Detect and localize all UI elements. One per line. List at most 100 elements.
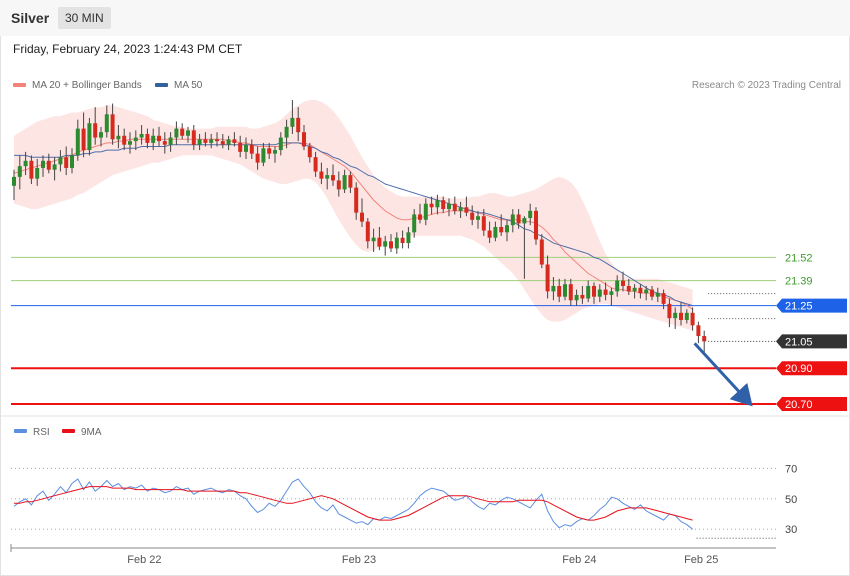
candle-body — [220, 141, 225, 145]
candle-body — [551, 285, 556, 292]
candle-body — [406, 232, 411, 244]
candle — [244, 137, 248, 160]
candle-body — [110, 114, 115, 140]
candle — [545, 255, 550, 299]
candle — [348, 171, 353, 193]
candle — [464, 196, 469, 217]
level-21-25-tag — [776, 298, 847, 313]
candle — [539, 234, 544, 269]
candle — [638, 284, 643, 299]
candle — [162, 132, 167, 154]
candle-body — [58, 157, 63, 165]
candle-body — [70, 155, 74, 168]
candle-body — [429, 203, 434, 208]
candle — [510, 209, 515, 233]
candle-body — [99, 132, 103, 138]
candle — [278, 132, 283, 156]
candle — [267, 142, 272, 160]
candle — [220, 133, 225, 149]
candle-body — [168, 137, 173, 145]
candle-body — [354, 187, 359, 213]
candle — [452, 196, 457, 215]
candle — [75, 119, 80, 161]
candle-body — [319, 171, 324, 179]
candle-body — [81, 128, 86, 151]
candle-body — [661, 293, 666, 304]
candle-body — [23, 160, 28, 167]
candle — [441, 196, 446, 213]
candle — [365, 218, 370, 249]
candle-body — [673, 312, 678, 319]
candle-body — [452, 203, 457, 211]
candle-body — [563, 284, 567, 297]
candle-body — [342, 175, 347, 190]
candle — [307, 142, 312, 163]
candle — [371, 228, 376, 252]
candle — [551, 277, 556, 301]
candle — [336, 171, 341, 197]
rsi-tick-70: 70 — [785, 463, 797, 475]
candle-body — [64, 157, 69, 168]
legend-label-ma50: MA 50 — [174, 80, 203, 91]
candle-body — [702, 336, 707, 342]
candle — [621, 271, 625, 292]
timeframe-button[interactable]: 30 MIN — [58, 7, 111, 29]
candle-body — [41, 160, 45, 168]
candle — [528, 203, 533, 226]
candle-body — [261, 148, 266, 163]
rsi-tick-50: 50 — [785, 494, 797, 506]
candle — [487, 221, 492, 244]
candle-body — [278, 137, 283, 151]
candle-body — [394, 237, 399, 249]
candle-body — [180, 128, 185, 136]
legend-swatch-ma50 — [155, 83, 168, 88]
candle-body — [331, 175, 335, 181]
candle — [145, 128, 150, 149]
legend-ma20-bollinger: MA 20 + Bollinger Bands — [13, 80, 142, 91]
candle — [249, 139, 254, 160]
candle — [580, 285, 585, 304]
candle — [592, 282, 596, 304]
candle — [557, 278, 562, 303]
candle — [99, 126, 103, 147]
legend-ma50: MA 50 — [155, 80, 202, 91]
candle — [128, 132, 132, 154]
candle — [354, 182, 359, 220]
candle — [615, 275, 620, 297]
candle — [493, 221, 498, 242]
candle-body — [481, 216, 486, 231]
candle-body — [307, 146, 312, 158]
candle-body — [284, 126, 289, 138]
candle-body — [539, 239, 544, 265]
candle-body — [621, 280, 625, 286]
candle — [400, 230, 405, 249]
legend-swatch-ma20 — [13, 83, 26, 88]
candle — [609, 287, 614, 306]
candle-body — [441, 200, 446, 210]
candle — [586, 280, 591, 303]
candle-body — [574, 294, 579, 301]
candle — [673, 307, 678, 329]
candle — [684, 309, 689, 324]
candle — [273, 146, 277, 163]
candle-body — [336, 180, 341, 190]
candle-body — [116, 135, 121, 140]
candle — [87, 117, 92, 156]
candle — [429, 196, 434, 215]
candle — [261, 142, 266, 167]
symbol-title: Silver — [11, 10, 50, 26]
candle-body — [139, 133, 144, 138]
candle — [360, 198, 364, 227]
ma50-line — [14, 142, 693, 307]
candle — [168, 132, 173, 152]
candle — [597, 284, 602, 303]
candle-body — [203, 139, 208, 143]
candle — [406, 226, 411, 249]
candle-body — [522, 218, 527, 224]
candle-body — [348, 175, 353, 188]
candle — [296, 107, 301, 142]
candle-body — [238, 142, 243, 152]
candle — [563, 278, 567, 301]
rsi-line — [13, 478, 693, 530]
